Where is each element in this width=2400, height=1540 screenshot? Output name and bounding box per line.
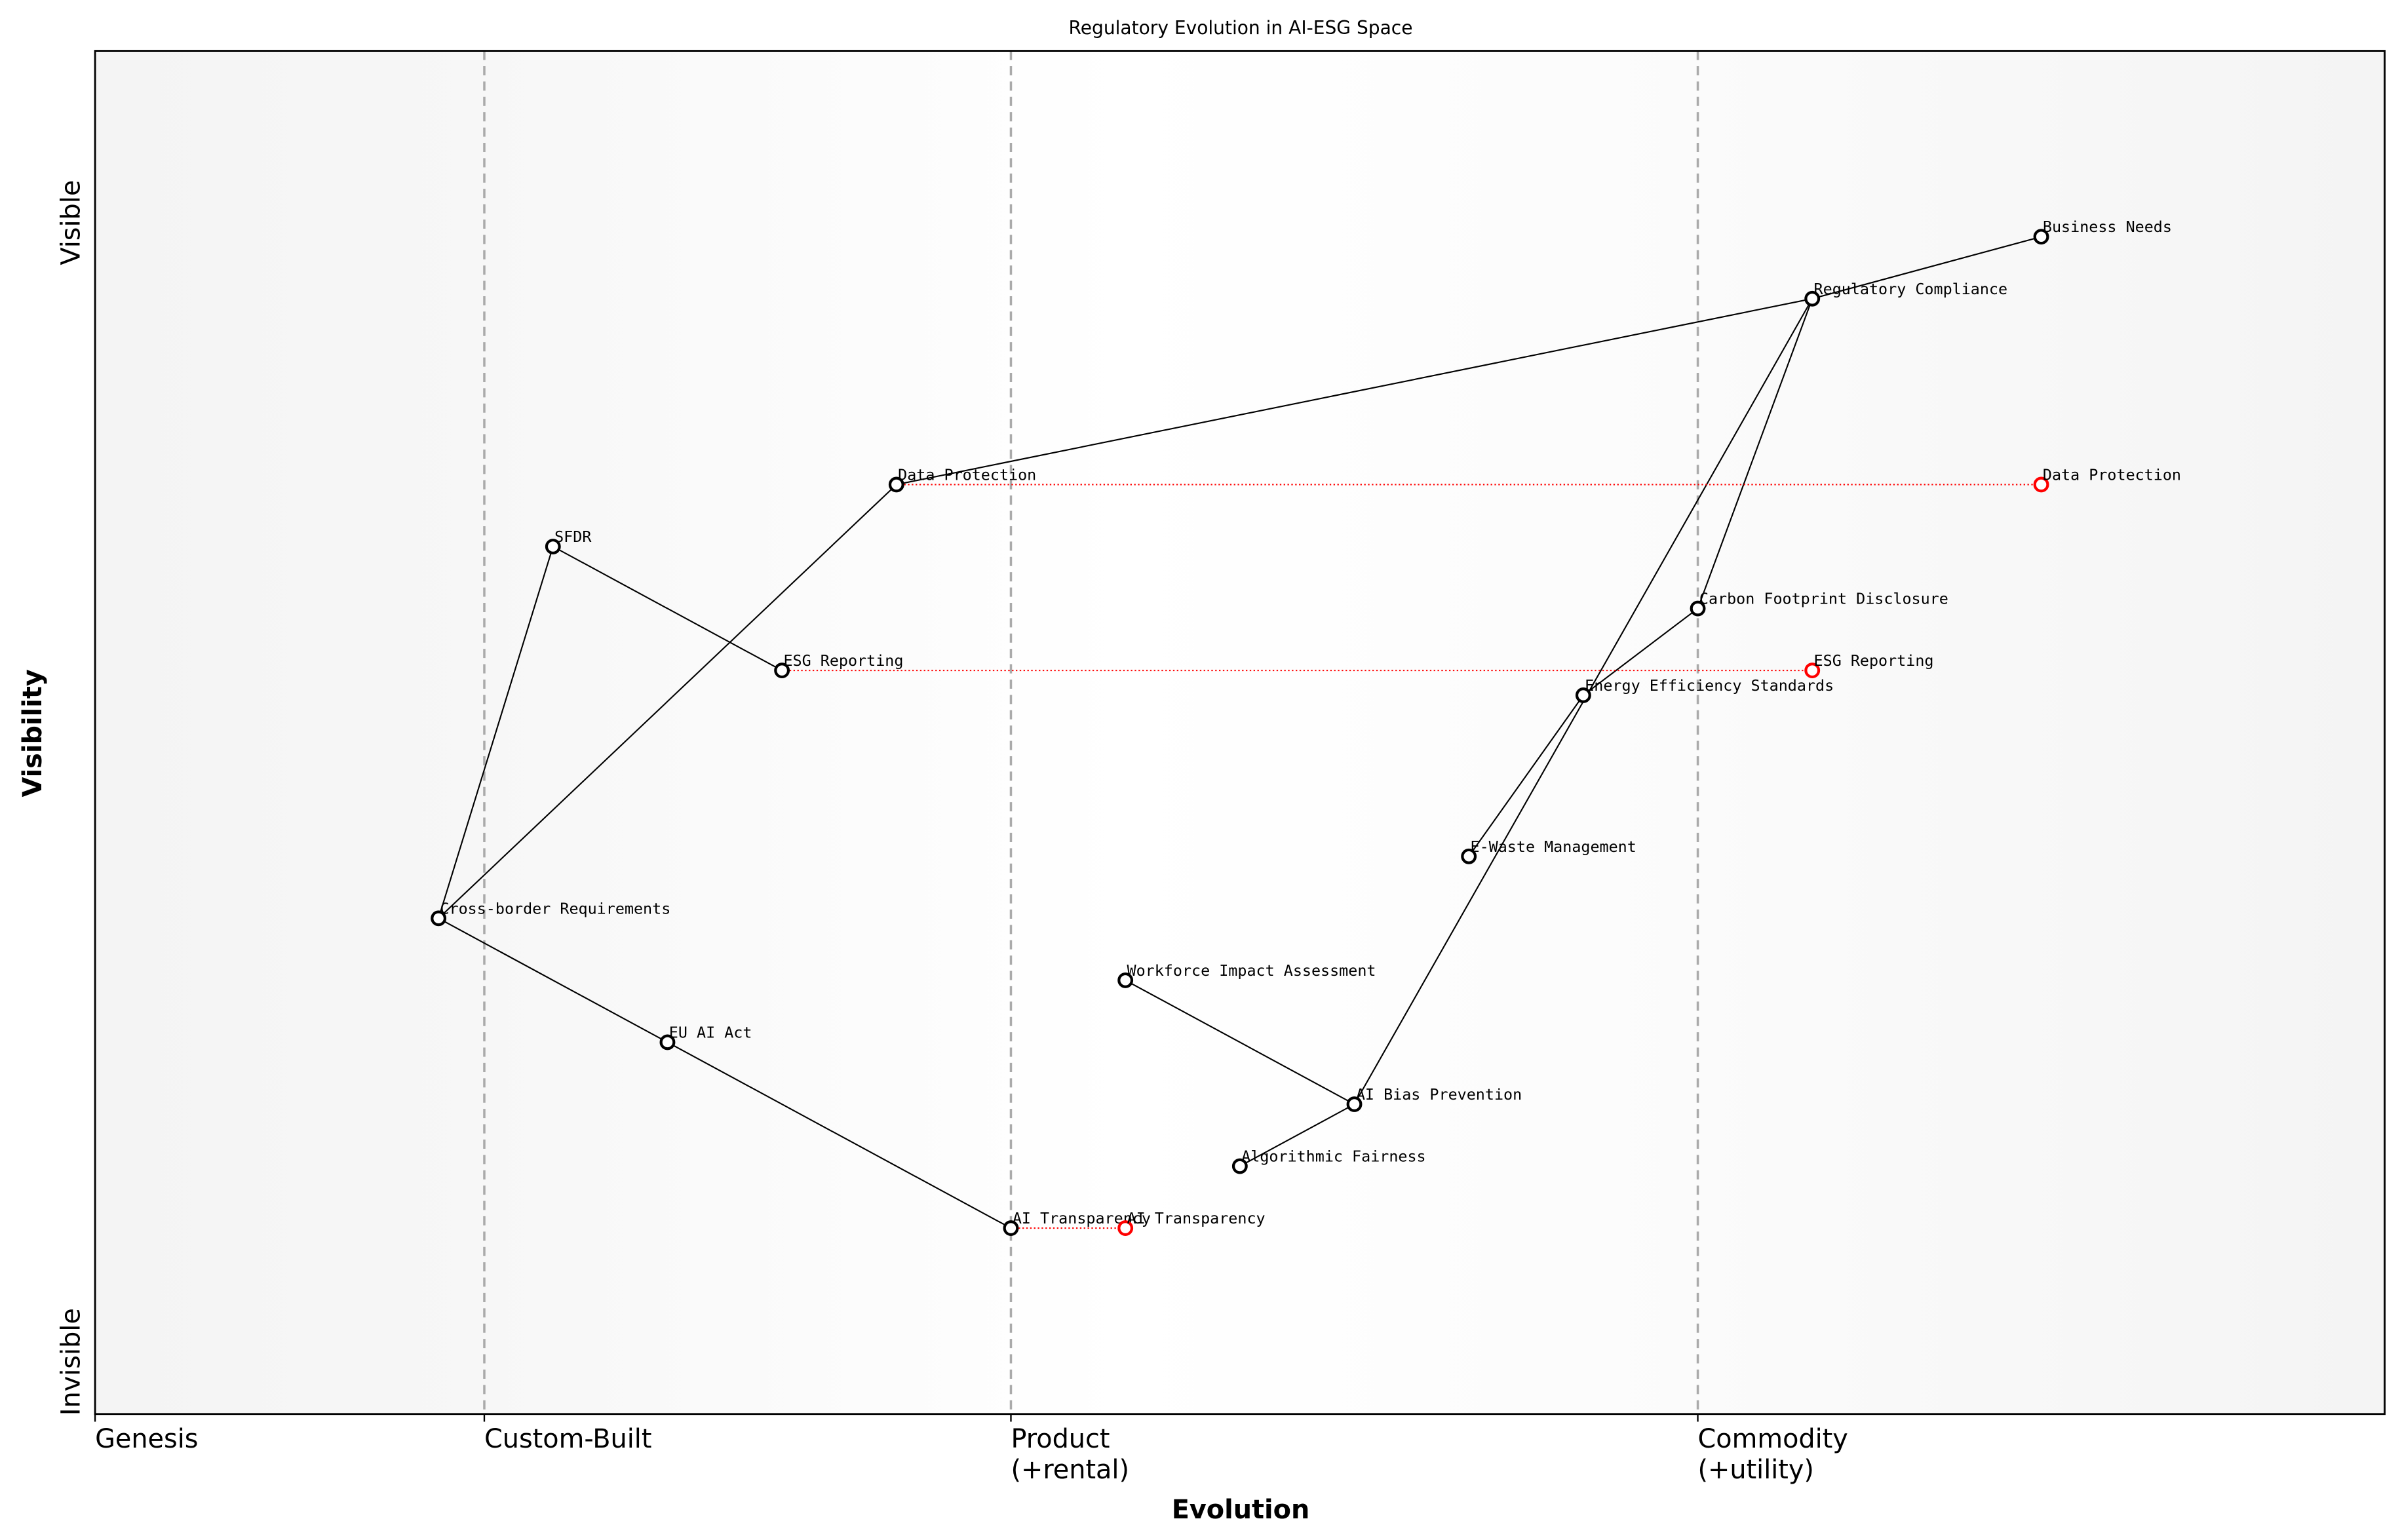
evolved-label: AI Transparency: [1127, 1209, 1266, 1227]
component-node: [1117, 972, 1134, 988]
component-node: [2033, 229, 2049, 245]
component-label: Algorithmic Fairness: [1241, 1147, 1425, 1166]
dependency-link: [1468, 695, 1584, 857]
dependency-link: [438, 546, 554, 919]
x-stage-label: Genesis: [95, 1424, 198, 1454]
component-node: [1804, 290, 1821, 307]
plot-background: [95, 50, 2385, 1414]
component-node: [1690, 600, 1706, 617]
dependency-link: [552, 546, 783, 672]
component-node: [1231, 1158, 1248, 1174]
dependency-link: [1239, 1104, 1355, 1167]
x-axis-label: Evolution: [1172, 1495, 1310, 1525]
x-stage-label: Custom-Built: [484, 1424, 651, 1454]
component-label: Energy Efficiency Standards: [1585, 676, 1834, 695]
dependency-link: [1811, 236, 2042, 299]
component-label: Workforce Impact Assessment: [1127, 961, 1376, 980]
chart-title: Regulatory Evolution in AI-ESG Space: [1069, 17, 1413, 39]
dependency-link: [1583, 607, 1699, 696]
evolved-label: Data Protection: [2043, 465, 2181, 484]
component-node: [1346, 1096, 1363, 1112]
component-node: [545, 539, 561, 554]
component-node: [774, 663, 790, 679]
component-node: [888, 476, 904, 493]
component-label: EU AI Act: [669, 1023, 752, 1041]
dependency-link: [896, 298, 1813, 486]
evolved-label: ESG Reporting: [1814, 651, 1934, 670]
dependency-link: [667, 1041, 1011, 1229]
x-stage-label: Commodity (+utility): [1698, 1424, 1848, 1485]
x-stage-label: Product (+rental): [1011, 1424, 1129, 1485]
component-label: Business Needs: [2043, 218, 2172, 236]
y-axis-label: Visibility: [18, 669, 48, 797]
plot-frame: [94, 50, 2386, 1415]
evolved-node: [1117, 1220, 1134, 1237]
dependency-link: [1697, 298, 1813, 609]
component-node: [431, 910, 447, 927]
component-node: [1461, 848, 1477, 864]
component-label: SFDR: [554, 528, 592, 546]
y-label-visible: Visible: [56, 180, 87, 265]
component-label: Carbon Footprint Disclosure: [1699, 590, 1948, 608]
evolved-node: [1804, 663, 1821, 679]
dependency-link: [1125, 979, 1355, 1105]
component-label: Regulatory Compliance: [1814, 280, 2008, 298]
dependency-link: [438, 917, 668, 1043]
component-label: Cross-border Requirements: [440, 899, 670, 917]
component-label: Data Protection: [898, 465, 1036, 484]
component-label: E-Waste Management: [1471, 837, 1636, 856]
component-node: [1003, 1220, 1019, 1237]
evolved-node: [2033, 476, 2049, 493]
component-node: [659, 1034, 676, 1050]
component-label: ESG Reporting: [783, 651, 903, 670]
dependency-link: [438, 484, 897, 919]
component-node: [1575, 687, 1591, 703]
component-label: AI Bias Prevention: [1356, 1085, 1522, 1104]
y-label-invisible: Invisible: [56, 1308, 87, 1415]
